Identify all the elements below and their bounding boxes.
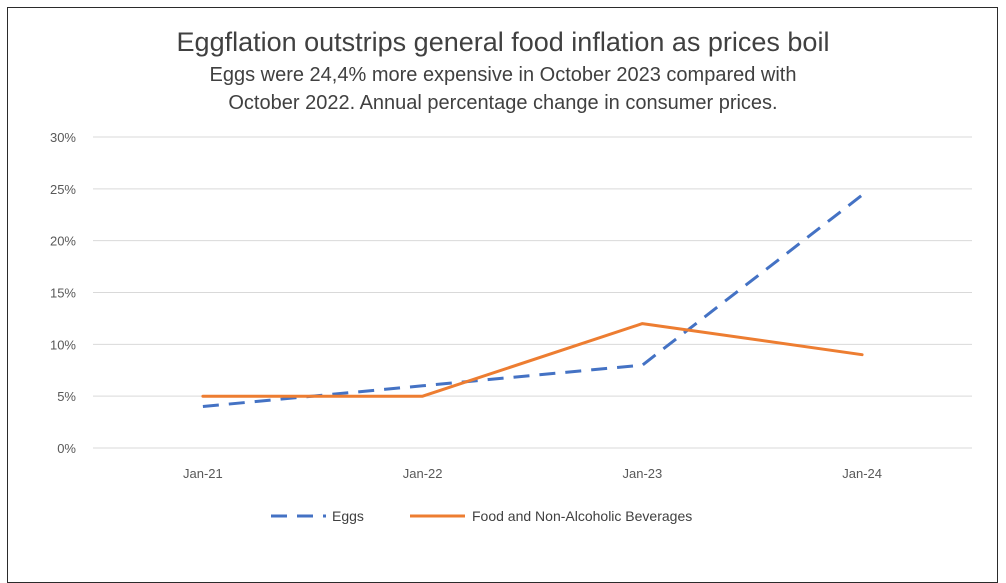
subtitle-line-2: October 2022. Annual percentage change i…	[228, 92, 778, 114]
chart-title: Eggflation outstrips general food inflat…	[176, 27, 830, 57]
x-tick-label: Jan-24	[842, 466, 882, 481]
y-tick-label: 30%	[50, 130, 76, 145]
series-lines	[201, 193, 864, 408]
series-line-food	[201, 322, 864, 398]
subtitle-line-1: Eggs were 24,4% more expensive in Octobe…	[209, 64, 797, 86]
chart-subtitle: Eggs were 24,4% more expensive in Octobe…	[0, 61, 1006, 117]
legend-label: Food and Non-Alcoholic Beverages	[472, 508, 692, 524]
y-tick-label: 5%	[57, 389, 76, 404]
y-tick-label: 20%	[50, 234, 76, 249]
y-tick-label: 0%	[57, 441, 76, 456]
x-tick-label: Jan-22	[403, 466, 443, 481]
series-line-eggs	[202, 193, 864, 408]
y-axis-ticks: 0% 5% 10% 15% 20% 25% 30%	[50, 130, 76, 456]
y-tick-label: 10%	[50, 337, 76, 352]
legend-label: Eggs	[332, 508, 364, 524]
x-tick-label: Jan-23	[623, 466, 663, 481]
chart-frame	[7, 7, 998, 583]
x-axis-ticks: Jan-21 Jan-22 Jan-23 Jan-24	[183, 466, 882, 481]
legend: Eggs Food and Non-Alcoholic Beverages	[271, 508, 692, 524]
y-tick-label: 15%	[50, 286, 76, 301]
x-tick-label: Jan-21	[183, 466, 223, 481]
y-tick-label: 25%	[50, 182, 76, 197]
gridlines	[93, 136, 972, 449]
